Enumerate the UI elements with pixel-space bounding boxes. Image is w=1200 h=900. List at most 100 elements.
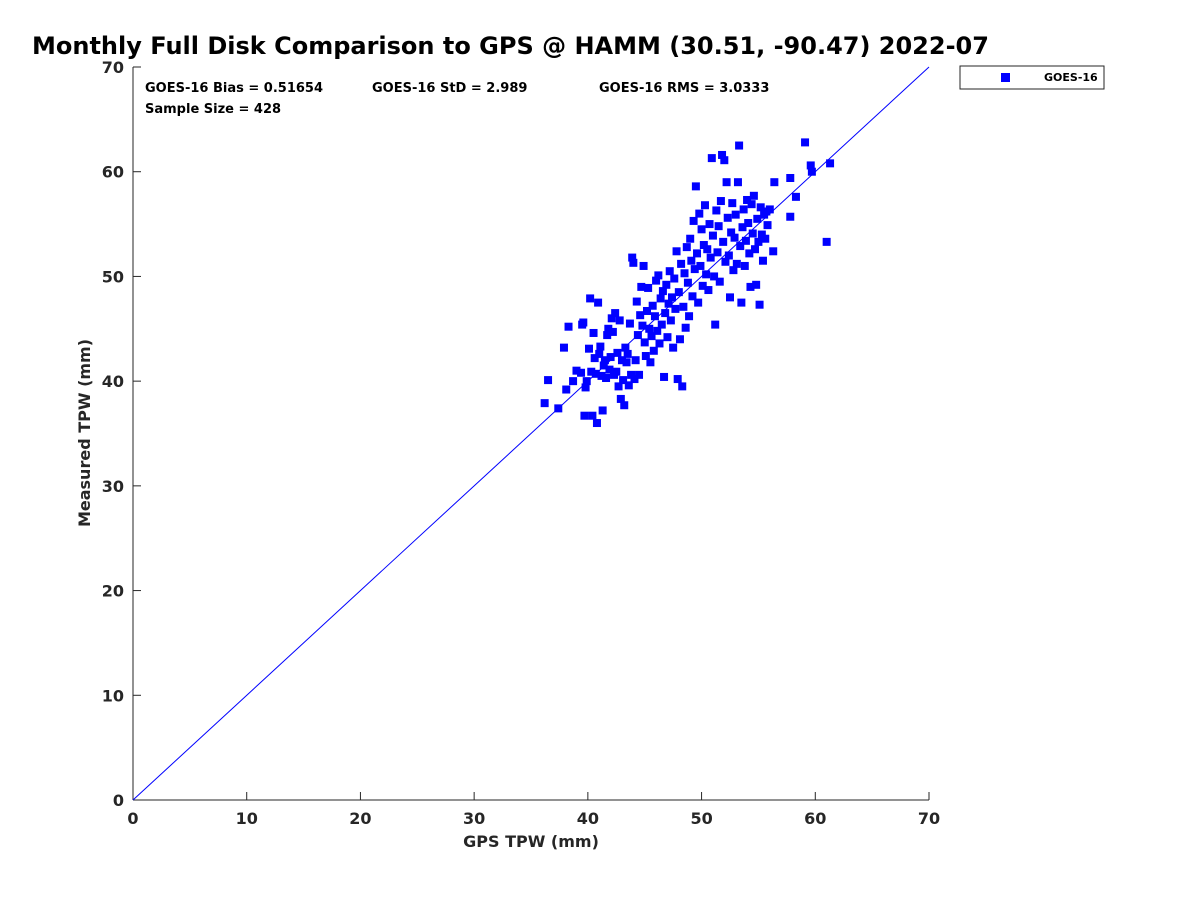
scatter-point bbox=[594, 298, 603, 307]
scatter-point bbox=[791, 192, 800, 201]
scatter-point bbox=[581, 383, 590, 392]
scatter-point bbox=[600, 356, 609, 365]
scatter-point bbox=[786, 212, 795, 221]
scatter-point bbox=[616, 394, 625, 403]
scatter-point bbox=[826, 159, 835, 168]
scatter-point bbox=[754, 237, 763, 246]
scatter-point bbox=[599, 361, 608, 370]
scatter-point bbox=[736, 242, 745, 251]
scatter-point bbox=[661, 309, 670, 318]
scatter-point bbox=[587, 367, 596, 376]
y-tick-label: 10 bbox=[102, 686, 124, 705]
scatter-point bbox=[637, 282, 646, 291]
scatter-point bbox=[687, 256, 696, 265]
scatter-point bbox=[559, 343, 568, 352]
scatter-point bbox=[756, 203, 765, 212]
scatter-point bbox=[580, 411, 589, 420]
one-to-one-line bbox=[132, 66, 930, 801]
scatter-point bbox=[650, 312, 659, 321]
scatter-point bbox=[638, 321, 647, 330]
scatter-point bbox=[702, 270, 711, 279]
scatter-point bbox=[631, 356, 640, 365]
scatter-point bbox=[712, 206, 721, 215]
scatter-point bbox=[607, 314, 616, 323]
scatter-point bbox=[708, 231, 717, 240]
scatter-point bbox=[663, 333, 672, 342]
scatter-point bbox=[740, 261, 749, 270]
scatter-point bbox=[657, 320, 666, 329]
scatter-point bbox=[755, 300, 764, 309]
scatter-point bbox=[747, 200, 756, 209]
scatter-point bbox=[671, 304, 680, 313]
scatter-point bbox=[681, 323, 690, 332]
legend-label-goes16: GOES-16 bbox=[1044, 71, 1098, 84]
scatter-point bbox=[703, 245, 712, 254]
scatter-point bbox=[639, 261, 648, 270]
scatter-point bbox=[670, 274, 679, 283]
scatter-point bbox=[665, 267, 674, 276]
scatter-point bbox=[605, 365, 614, 374]
scatter-point bbox=[735, 141, 744, 150]
scatter-point bbox=[586, 294, 595, 303]
scatter-point bbox=[806, 161, 815, 170]
scatter-point bbox=[704, 286, 713, 295]
scatter-point bbox=[694, 298, 703, 307]
scatter-point bbox=[554, 404, 563, 413]
scatter-point bbox=[715, 277, 724, 286]
scatter-point bbox=[656, 294, 665, 303]
scatter-point bbox=[741, 236, 750, 245]
scatter-point bbox=[674, 288, 683, 297]
scatter-point bbox=[757, 230, 766, 239]
scatter-point bbox=[726, 293, 734, 302]
scatter-point bbox=[589, 328, 598, 337]
scatter-point bbox=[636, 311, 645, 320]
scatter-point bbox=[617, 356, 626, 365]
y-axis-label: Measured TPW (mm) bbox=[75, 339, 94, 527]
x-axis-label: GPS TPW (mm) bbox=[463, 832, 599, 851]
scatter-point bbox=[648, 301, 657, 310]
scatter-point bbox=[622, 358, 631, 367]
scatter-point bbox=[652, 276, 661, 285]
scatter-point bbox=[765, 205, 774, 214]
scatter-point bbox=[710, 272, 719, 281]
scatter-point bbox=[606, 353, 615, 362]
scatter-point bbox=[666, 316, 675, 325]
scatter-point bbox=[582, 377, 591, 386]
scatter-point bbox=[597, 371, 606, 380]
scatter-point bbox=[730, 233, 739, 242]
axes: 0 10 20 30 40 50 60 70 0 10 20 30 40 50 60 70 bbox=[102, 58, 940, 828]
scatter-point bbox=[685, 312, 694, 321]
y-tick-label: 60 bbox=[102, 163, 124, 182]
bias-stat: GOES-16 Bias = 0.51654 bbox=[145, 81, 323, 96]
scatter-point bbox=[604, 324, 613, 333]
x-tick-label: 50 bbox=[690, 809, 712, 828]
scatter-point bbox=[743, 195, 752, 204]
scatter-point bbox=[611, 309, 620, 318]
scatter-point bbox=[632, 297, 641, 306]
legend-box bbox=[959, 65, 1105, 90]
scatter-point bbox=[603, 331, 612, 340]
y-tick-label: 0 bbox=[113, 791, 124, 810]
scatter-point bbox=[705, 220, 714, 229]
scatter-point bbox=[641, 352, 650, 361]
scatter-point bbox=[686, 234, 695, 243]
scatter-point bbox=[699, 241, 708, 250]
scatter-point bbox=[591, 369, 600, 378]
scatter-point bbox=[540, 399, 549, 408]
x-tick-label: 0 bbox=[127, 809, 138, 828]
std-stat: GOES-16 StD = 2.989 bbox=[372, 81, 527, 96]
x-tick-label: 60 bbox=[804, 809, 826, 828]
scatter-point bbox=[572, 366, 581, 375]
scatter-point bbox=[613, 348, 622, 357]
scatter-point bbox=[627, 370, 636, 379]
scatter-point bbox=[752, 280, 761, 289]
y-tick-label: 30 bbox=[102, 477, 124, 496]
scatter-point bbox=[621, 343, 630, 352]
scatter-point bbox=[644, 283, 653, 292]
scatter-point bbox=[654, 271, 663, 280]
scatter-point bbox=[721, 257, 730, 266]
scatter-point bbox=[664, 299, 673, 308]
scatter-point bbox=[728, 199, 737, 208]
scatter-point bbox=[732, 259, 741, 268]
scatter-point bbox=[722, 178, 731, 187]
